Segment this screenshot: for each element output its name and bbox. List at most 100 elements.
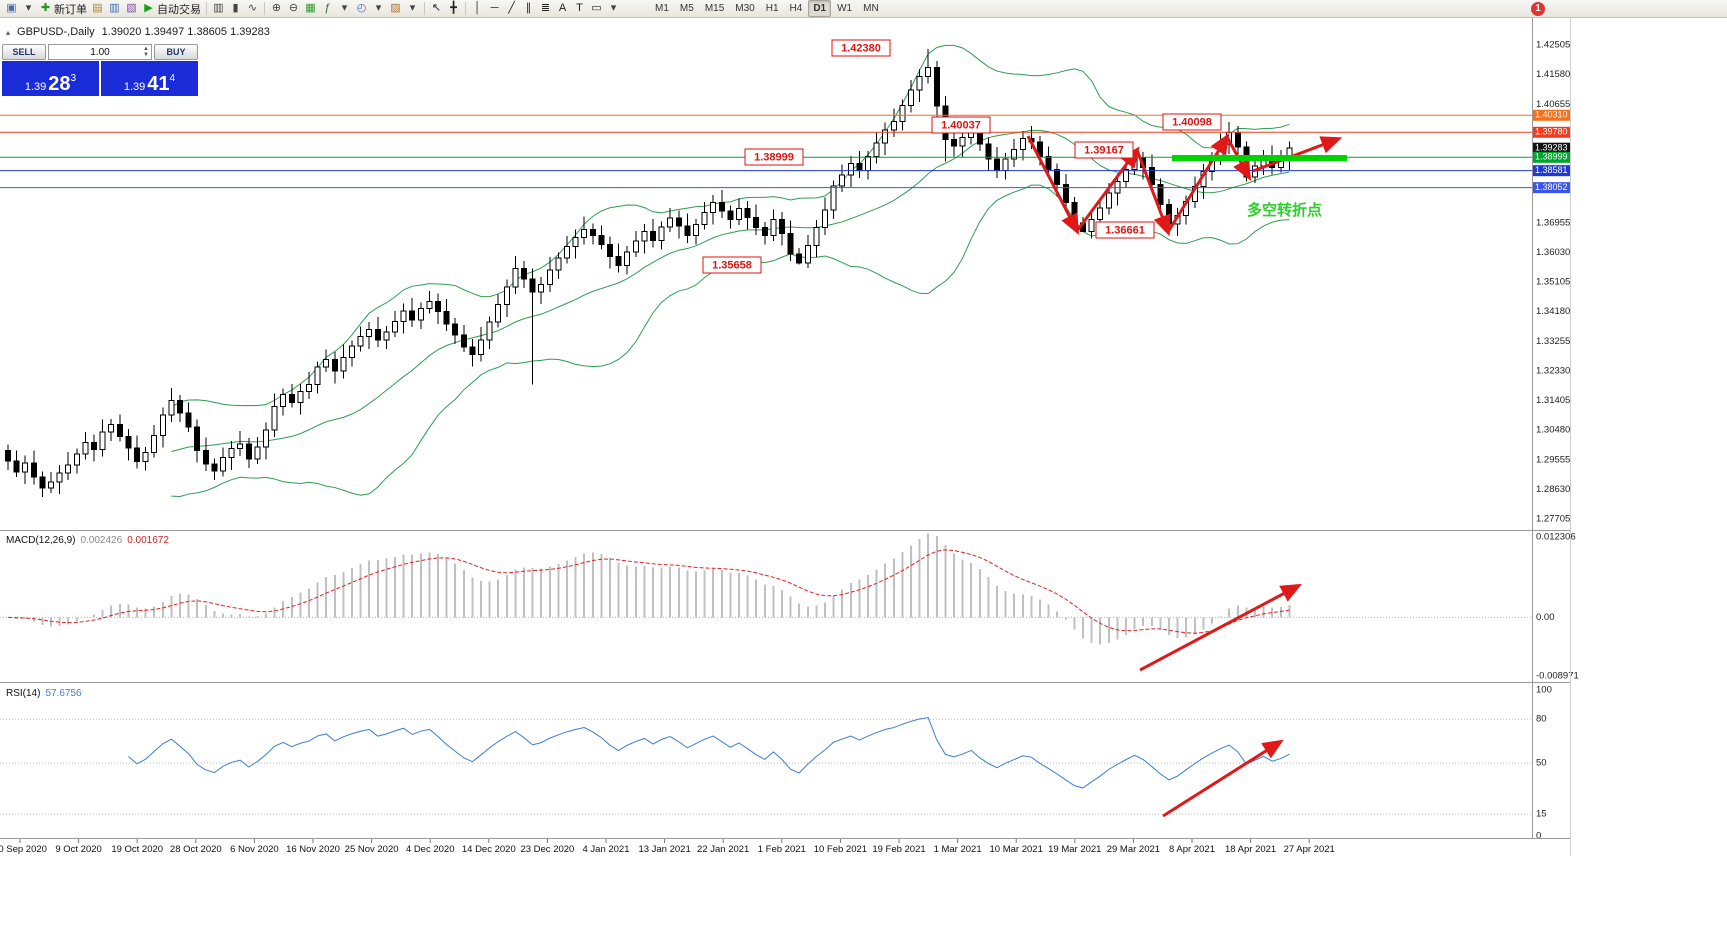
y-axis-label: 1.34180	[1536, 306, 1570, 317]
candle	[701, 211, 708, 226]
timeframe-h1[interactable]: H1	[765, 3, 779, 14]
axis-price-chip-label: 1.38999	[1535, 152, 1568, 162]
y-axis-label: 1.42505	[1536, 40, 1570, 51]
market-watch-icon[interactable]: ▤	[89, 1, 106, 17]
data-window-icon-glyph: ▥	[109, 2, 120, 14]
shapes-dropdown-icon[interactable]: ▾	[605, 1, 622, 17]
candle	[478, 339, 484, 355]
tile-windows-icon[interactable]: ▦	[302, 1, 319, 17]
candle	[374, 329, 381, 341]
rsi-axis-label: 80	[1536, 714, 1547, 725]
timeframe-m5[interactable]: M5	[679, 3, 694, 14]
shapes-dropdown-icon-glyph: ▾	[610, 2, 617, 14]
axis-price-chip-label: 1.39780	[1535, 127, 1568, 137]
time-axis-label: 10 Mar 2021	[990, 844, 1043, 855]
candle	[761, 227, 768, 237]
shapes-icon[interactable]: ▭	[588, 1, 605, 17]
sell-button[interactable]: SELL	[2, 44, 46, 60]
chart-window-icon[interactable]: ▣	[3, 1, 20, 17]
timeframe-h4[interactable]: H4	[789, 3, 803, 14]
volume-value[interactable]: 1.00	[90, 46, 110, 58]
horizontal-line-icon[interactable]: ─	[486, 1, 503, 17]
chart-symbol-period: GBPUSD-,Daily	[17, 26, 95, 38]
periods-icon[interactable]: ◴	[353, 1, 370, 17]
buy-button[interactable]: BUY	[154, 44, 198, 60]
time-axis-label: 8 Apr 2021	[1169, 844, 1215, 855]
price-label-box[interactable]	[744, 148, 804, 166]
price-label-box[interactable]	[702, 256, 762, 274]
candle-chart-icon[interactable]: ▮	[227, 1, 244, 17]
rsi-name: RSI(14)	[6, 688, 41, 699]
sell-price-button[interactable]: 1.39 28 3	[2, 61, 99, 96]
timeframe-m15[interactable]: M15	[704, 3, 725, 14]
zoom-out-icon[interactable]: ⊖	[285, 1, 302, 17]
toolbar-items: ▣ ▾ ✚ 新订单 ▤ ▥ ▧ ▶ 自动交易 ▥ ▮ ∿ ⊕ ⊖ ▦ ƒ ▾ ◴ ▾ ▨ ▾ ↖ ╋ │ ─ ╱ ∥ ≣ A T ▭ ▾	[3, 1, 622, 17]
price-label-box[interactable]	[931, 116, 991, 134]
macd-axis-label: 0.00	[1536, 612, 1555, 623]
timeframe-mn[interactable]: MN	[863, 3, 879, 14]
crosshair-icon[interactable]: ╋	[445, 1, 462, 17]
candle	[5, 449, 11, 462]
data-window-icon[interactable]: ▥	[106, 1, 123, 17]
price-label-text: 1.39167	[1084, 144, 1124, 156]
trend-arrow-annotation[interactable]	[1075, 146, 1140, 232]
rsi-axis-label: 100	[1536, 685, 1552, 696]
templates-dropdown-icon[interactable]: ▾	[404, 1, 421, 17]
macd-trend-arrow[interactable]	[1139, 583, 1302, 672]
candle	[632, 240, 639, 253]
price-label-box[interactable]	[831, 39, 891, 57]
vertical-line-icon[interactable]: │	[469, 1, 486, 17]
text-icon[interactable]: A	[554, 1, 571, 17]
candle	[521, 268, 527, 280]
indicators-dropdown-icon[interactable]: ▾	[336, 1, 353, 17]
templates-icon[interactable]: ▨	[387, 1, 404, 17]
candle	[469, 346, 476, 355]
trend-arrow-annotation[interactable]	[1166, 133, 1230, 233]
trend-arrow-annotation[interactable]	[1135, 149, 1171, 237]
navigator-icon[interactable]: ▧	[123, 1, 140, 17]
price-label-box[interactable]	[1162, 113, 1222, 131]
candle	[555, 257, 562, 271]
toolbar-separator	[424, 2, 425, 15]
fibonacci-icon[interactable]: ≣	[537, 1, 554, 17]
spin-down-icon[interactable]: ▼	[143, 52, 149, 58]
buy-price-button[interactable]: 1.39 41 4	[101, 61, 198, 96]
volume-spinner-icons[interactable]: ▲ ▼	[143, 46, 149, 58]
window-dropdown-icon[interactable]: ▾	[20, 1, 37, 17]
notification-badge[interactable]: 1	[1531, 1, 1545, 16]
spin-up-icon[interactable]: ▲	[143, 46, 149, 52]
autotrading-button[interactable]: ▶ 自动交易	[140, 1, 203, 17]
candle	[959, 136, 966, 147]
y-axis-label: 1.32330	[1536, 365, 1570, 376]
trend-arrow-annotation[interactable]	[1026, 135, 1080, 235]
cursor-icon[interactable]: ↖	[428, 1, 445, 17]
timeframe-m30[interactable]: M30	[735, 3, 755, 14]
price-label-box[interactable]	[1095, 221, 1155, 239]
indicators-icon[interactable]: ƒ	[319, 1, 336, 17]
zoom-out-icon-glyph: ⊖	[288, 2, 299, 14]
channel-icon[interactable]: ∥	[520, 1, 537, 17]
timeframe-d1[interactable]: D1	[808, 0, 832, 17]
candle	[873, 142, 880, 158]
zoom-in-icon[interactable]: ⊕	[268, 1, 285, 17]
time-axis-label: 19 Oct 2020	[111, 844, 163, 855]
bar-chart-icon[interactable]: ▥	[210, 1, 227, 17]
price-label-box[interactable]	[1074, 141, 1134, 159]
turning-point-note[interactable]: 多空转折点	[1247, 201, 1322, 219]
rsi-trend-arrow[interactable]	[1162, 739, 1284, 818]
time-axis-label: 29 Mar 2021	[1107, 844, 1160, 855]
y-axis-label: 1.40655	[1536, 99, 1570, 110]
candle	[271, 405, 278, 431]
line-chart-icon[interactable]: ∿	[244, 1, 261, 17]
trendline-icon[interactable]: ╱	[503, 1, 520, 17]
label-icon[interactable]: T	[571, 1, 588, 17]
timeframe-m1[interactable]: M1	[655, 3, 669, 14]
market-watch-icon-glyph: ▤	[92, 2, 103, 14]
chart-canvas[interactable]: 1.392831.403101.397801.389991.385811.380…	[0, 18, 1727, 856]
volume-stepper[interactable]: 1.00 ▲ ▼	[48, 44, 152, 60]
periods-dropdown-icon[interactable]: ▾	[370, 1, 387, 17]
timeframe-w1[interactable]: W1	[837, 3, 853, 14]
new-order-button[interactable]: ✚ 新订单	[37, 1, 89, 17]
candle	[572, 236, 579, 247]
macd-histogram	[15, 533, 1291, 645]
